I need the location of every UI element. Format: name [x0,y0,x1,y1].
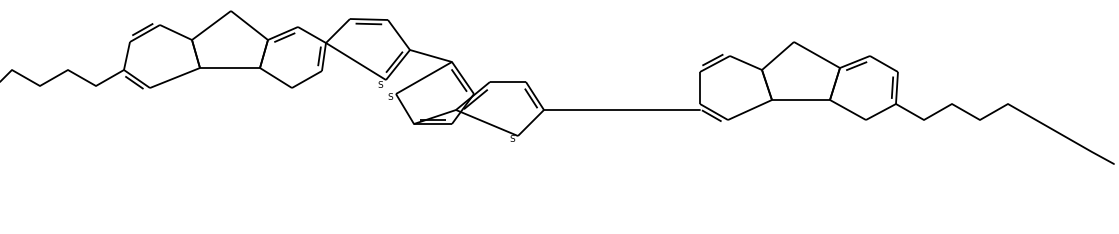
Text: S: S [509,135,515,145]
Text: S: S [377,80,383,89]
Text: S: S [387,94,393,102]
